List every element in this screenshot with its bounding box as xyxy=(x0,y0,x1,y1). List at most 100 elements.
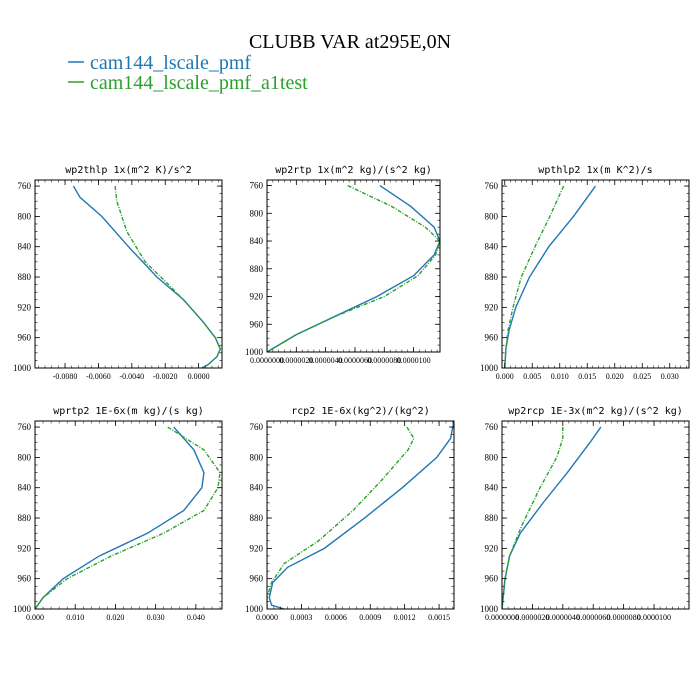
panel-0: wp2thlp 1x(m^2 K)/s^2 760 800 840 880 920 960 1… xyxy=(13,165,223,381)
ytick-label-1-6: 1000 xyxy=(245,347,264,357)
legend-label-0: cam144_lscale_pmf xyxy=(90,52,251,74)
ytick-label-4-4: 920 xyxy=(250,543,264,553)
xtick-label-5-2: 0.0000040 xyxy=(546,613,580,622)
xtick-label-2-1: 0.005 xyxy=(523,372,541,381)
panel-frame-4 xyxy=(266,420,455,610)
xtick-label-5-3: 0.0000060 xyxy=(576,613,610,622)
ytick-label-2-0: 760 xyxy=(485,181,499,191)
xtick-label-1-3: 0.0000060 xyxy=(338,356,372,365)
xtick-label-0-3: -0.0020 xyxy=(153,372,178,381)
panel-frame-0 xyxy=(34,179,223,369)
xtick-label-5-4: 0.0000080 xyxy=(607,613,641,622)
series-line-3-1 xyxy=(35,426,221,609)
panel-frame-2 xyxy=(501,179,690,369)
xtick-label-5-0: 0.0000000 xyxy=(485,613,519,622)
panel-2: wpthlp2 1x(m K^2)/s 760 800 840 880 920 960 100… xyxy=(480,165,690,381)
panel-title-3: wprtp2 1E-6x(m kg)/(s kg) xyxy=(53,406,204,417)
panel-title-2: wpthlp2 1x(m K^2)/s xyxy=(538,165,652,176)
ytick-label-5-3: 880 xyxy=(485,513,499,523)
legend: cam144_lscale_pmf cam144_lscale_pmf_a1te… xyxy=(68,52,308,94)
ytick-label-3-6: 1000 xyxy=(13,604,32,614)
ytick-label-1-0: 760 xyxy=(250,181,264,191)
panel-title-4: rcp2 1E-6x(kg^2)/(kg^2) xyxy=(291,406,429,417)
xtick-label-1-5: 0.0000100 xyxy=(397,356,431,365)
series-line-2-1 xyxy=(504,185,565,368)
series-line-3-0 xyxy=(35,426,205,609)
series-line-2-0 xyxy=(504,185,597,368)
panel-4: rcp2 1E-6x(kg^2)/(kg^2) 760 800 840 880 920 96… xyxy=(245,406,455,622)
panel-title-0: wp2thlp 1x(m^2 K)/s^2 xyxy=(65,165,191,176)
ytick-label-2-4: 920 xyxy=(485,302,499,312)
series-line-1-1 xyxy=(267,184,440,352)
ytick-label-0-2: 840 xyxy=(18,242,32,252)
ytick-label-0-0: 760 xyxy=(18,181,32,191)
xtick-label-0-0: -0.0080 xyxy=(53,372,78,381)
ytick-label-0-4: 920 xyxy=(18,302,32,312)
panel-frame-1 xyxy=(266,179,441,353)
xtick-label-2-2: 0.010 xyxy=(551,372,569,381)
ytick-label-4-3: 880 xyxy=(250,513,264,523)
xtick-label-2-6: 0.030 xyxy=(661,372,679,381)
ytick-label-4-5: 960 xyxy=(250,574,264,584)
panel-1: wp2rtp 1x(m^2 kg)/(s^2 kg) 760 800 840 880 92… xyxy=(245,165,441,365)
ytick-label-1-5: 960 xyxy=(250,319,264,329)
xtick-label-4-2: 0.0006 xyxy=(325,613,347,622)
xtick-label-1-0: 0.0000000 xyxy=(250,356,284,365)
panel-title-5: wp2rcp 1E-3x(m^2 kg)/(s^2 kg) xyxy=(508,406,683,417)
ytick-label-0-1: 800 xyxy=(18,211,32,221)
legend-label-1: cam144_lscale_pmf_a1test xyxy=(90,72,308,94)
xtick-label-4-1: 0.0003 xyxy=(290,613,312,622)
ytick-label-3-0: 760 xyxy=(18,422,32,432)
xtick-label-2-4: 0.020 xyxy=(606,372,624,381)
ytick-label-4-0: 760 xyxy=(250,422,264,432)
series-line-1-0 xyxy=(267,184,440,352)
panel-5: wp2rcp 1E-3x(m^2 kg)/(s^2 kg) 760 800 840 88… xyxy=(480,406,690,622)
ytick-label-1-4: 920 xyxy=(250,292,264,302)
xtick-label-4-5: 0.0015 xyxy=(428,613,450,622)
xtick-label-3-0: 0.000 xyxy=(26,613,44,622)
xtick-label-0-2: -0.0040 xyxy=(120,372,145,381)
ytick-label-3-2: 840 xyxy=(18,483,32,493)
ytick-label-3-4: 920 xyxy=(18,543,32,553)
ytick-label-3-3: 880 xyxy=(18,513,32,523)
xtick-label-4-3: 0.0009 xyxy=(359,613,381,622)
ytick-label-5-5: 960 xyxy=(485,574,499,584)
xtick-label-3-1: 0.010 xyxy=(66,613,84,622)
ytick-label-0-3: 880 xyxy=(18,272,32,282)
xtick-label-3-3: 0.030 xyxy=(147,613,165,622)
ytick-label-2-6: 1000 xyxy=(480,363,499,373)
ytick-label-2-3: 880 xyxy=(485,272,499,282)
xtick-label-4-4: 0.0012 xyxy=(394,613,416,622)
panel-frame-3 xyxy=(34,420,223,610)
xtick-label-3-4: 0.040 xyxy=(187,613,205,622)
xtick-label-2-0: 0.000 xyxy=(496,372,514,381)
ytick-label-1-3: 880 xyxy=(250,264,264,274)
figure-title: CLUBB VAR at295E,0N xyxy=(249,31,451,53)
series-line-0-0 xyxy=(72,185,222,368)
ytick-label-3-5: 960 xyxy=(18,574,32,584)
series-line-4-1 xyxy=(267,426,415,609)
ytick-label-0-5: 960 xyxy=(18,333,32,343)
panel-title-1: wp2rtp 1x(m^2 kg)/(s^2 kg) xyxy=(275,165,432,176)
ytick-label-2-5: 960 xyxy=(485,333,499,343)
ytick-label-5-6: 1000 xyxy=(480,604,499,614)
ytick-label-1-2: 840 xyxy=(250,236,264,246)
ytick-label-3-1: 800 xyxy=(18,452,32,462)
ytick-label-0-6: 1000 xyxy=(13,363,32,373)
xtick-label-0-1: -0.0060 xyxy=(86,372,111,381)
series-line-0-1 xyxy=(114,185,222,368)
ytick-label-5-0: 760 xyxy=(485,422,499,432)
ytick-label-1-1: 800 xyxy=(250,208,264,218)
xtick-label-2-5: 0.025 xyxy=(633,372,651,381)
panels: wp2thlp 1x(m^2 K)/s^2 760 800 840 880 920 960 1… xyxy=(13,165,690,622)
xtick-label-4-0: 0.0000 xyxy=(256,613,278,622)
panel-frame-5 xyxy=(501,420,690,610)
ytick-label-2-1: 800 xyxy=(485,211,499,221)
ytick-label-5-2: 840 xyxy=(485,483,499,493)
ytick-label-4-2: 840 xyxy=(250,483,264,493)
xtick-label-1-4: 0.0000080 xyxy=(367,356,401,365)
panel-3: wprtp2 1E-6x(m kg)/(s kg) 760 800 840 880 920… xyxy=(13,406,223,622)
series-line-4-0 xyxy=(268,421,454,609)
xtick-label-1-1: 0.0000020 xyxy=(279,356,313,365)
